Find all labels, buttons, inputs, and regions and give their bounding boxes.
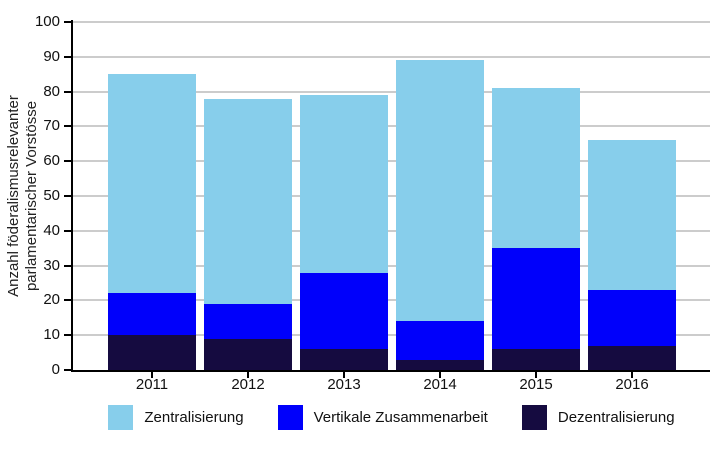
gridline-30 xyxy=(73,264,710,267)
bar-2012-zentralisierung xyxy=(204,98,292,304)
y-axis-title-line1: Anzahl föderalismusrelevanter xyxy=(5,95,22,297)
gridline-20 xyxy=(73,299,710,302)
y-tick-80 xyxy=(64,90,71,93)
y-tick-label-0: 0 xyxy=(51,361,60,378)
bar-2015-zentralisierung xyxy=(492,88,580,249)
y-tick-70 xyxy=(64,125,71,128)
y-tick-10 xyxy=(64,334,71,337)
y-tick-label-100: 100 xyxy=(34,13,60,30)
y-tick-60 xyxy=(64,160,71,163)
x-tick-label-2014: 2014 xyxy=(423,376,457,393)
bar-2013-zentralisierung xyxy=(300,95,388,273)
dezentralisierung-swatch xyxy=(521,404,547,430)
bar-2011-zentralisierung xyxy=(108,74,196,294)
x-axis-line xyxy=(71,370,710,372)
zentralisierung-swatch xyxy=(108,404,134,430)
x-tick-label-2015: 2015 xyxy=(519,376,553,393)
bar-2014-dezentralisierung xyxy=(396,359,484,370)
y-tick-20 xyxy=(64,299,71,302)
bar-2015-vertikale-zusammenarbeit xyxy=(492,248,580,350)
bar-2016-dezentralisierung xyxy=(588,345,676,370)
bar-2014-vertikale-zusammenarbeit xyxy=(396,321,484,360)
gridline-60 xyxy=(73,160,710,163)
x-tick-2014 xyxy=(439,372,441,378)
gridline-70 xyxy=(73,125,710,128)
legend-label-vertikale-zusammenarbeit: Vertikale Zusammenarbeit xyxy=(313,408,488,426)
bar-2016-zentralisierung xyxy=(588,140,676,290)
y-tick-label-20: 20 xyxy=(43,291,60,309)
y-tick-label-40: 40 xyxy=(43,221,60,239)
x-tick-label-2013: 2013 xyxy=(327,376,361,393)
bar-2013-dezentralisierung xyxy=(300,349,388,370)
y-tick-label-60: 60 xyxy=(43,152,60,170)
x-tick-label-2016: 2016 xyxy=(615,376,649,393)
y-tick-label-50: 50 xyxy=(43,187,60,204)
legend-label-zentralisierung: Zentralisierung xyxy=(144,408,244,426)
bar-2011-dezentralisierung xyxy=(108,335,196,370)
y-tick-30 xyxy=(64,264,71,267)
x-tick-2013 xyxy=(343,372,345,378)
y-tick-label-10: 10 xyxy=(43,326,60,344)
bar-2015-dezentralisierung xyxy=(492,349,580,370)
legend-item-zentralisierung: Zentralisierung xyxy=(108,404,244,430)
x-tick-label-2011: 2011 xyxy=(135,376,169,393)
y-axis-line xyxy=(71,20,73,372)
bar-2014-zentralisierung xyxy=(396,60,484,322)
gridline-90 xyxy=(73,55,710,58)
gridline-50 xyxy=(73,195,710,197)
y-tick-90 xyxy=(64,55,71,58)
y-tick-label-30: 30 xyxy=(43,256,60,274)
bar-2012-vertikale-zusammenarbeit xyxy=(204,303,292,339)
bar-2013-vertikale-zusammenarbeit xyxy=(300,272,388,350)
y-tick-label-70: 70 xyxy=(43,117,60,135)
x-tick-2015 xyxy=(535,372,537,378)
y-tick-label-80: 80 xyxy=(43,82,60,100)
x-tick-2016 xyxy=(631,372,633,378)
legend-label-dezentralisierung: Dezentralisierung xyxy=(557,408,675,426)
y-tick-50 xyxy=(64,195,71,197)
legend-item-dezentralisierung: Dezentralisierung xyxy=(521,404,675,430)
vertikale-zusammenarbeit-swatch xyxy=(277,404,303,430)
legend-item-vertikale-zusammenarbeit: Vertikale Zusammenarbeit xyxy=(277,404,488,430)
gridline-10 xyxy=(73,334,710,337)
gridline-40 xyxy=(73,229,710,232)
gridline-100 xyxy=(73,21,710,23)
bar-2016-vertikale-zusammenarbeit xyxy=(588,289,676,346)
x-tick-2011 xyxy=(151,372,153,378)
bar-2011-vertikale-zusammenarbeit xyxy=(108,293,196,336)
legend: Zentralisierung Vertikale Zusammenarbeit… xyxy=(73,402,710,432)
y-tick-label-90: 90 xyxy=(43,47,60,65)
y-tick-40 xyxy=(64,229,71,232)
x-tick-2012 xyxy=(247,372,249,378)
y-tick-100 xyxy=(64,21,71,23)
bar-2012-dezentralisierung xyxy=(204,338,292,370)
y-tick-0 xyxy=(64,369,71,371)
gridline-80 xyxy=(73,90,710,93)
x-tick-label-2012: 2012 xyxy=(231,376,265,393)
